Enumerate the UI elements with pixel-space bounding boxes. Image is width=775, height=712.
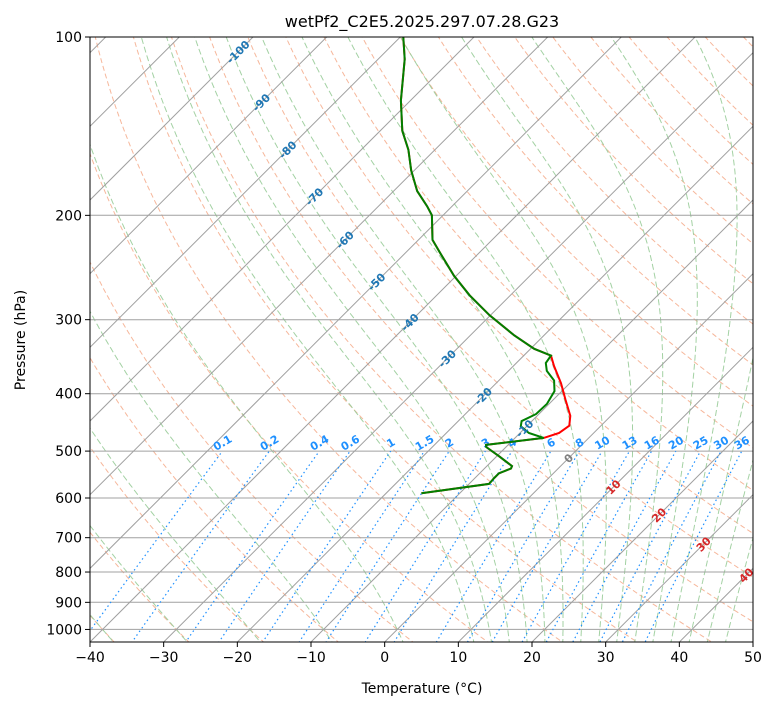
- isotherm-line: [0, 10, 280, 654]
- moist-adiabat-line: [687, 37, 775, 654]
- dry-adiabat-line: [52, 10, 504, 654]
- y-tick-label: 100: [55, 30, 82, 46]
- dry-adiabat-line: [126, 10, 655, 654]
- moist-adiabat-line: [167, 37, 494, 654]
- mixing-ratio-label: 3: [479, 436, 492, 451]
- x-tick-label: 50: [744, 650, 762, 666]
- y-tick-label: 900: [55, 595, 82, 611]
- mixing-ratio-label: 36: [732, 433, 752, 452]
- isotherm-line: [373, 10, 775, 654]
- y-tick-label: 600: [55, 491, 82, 507]
- y-tick-label: 200: [55, 208, 82, 224]
- mixing-ratio-label: 20: [666, 433, 686, 452]
- y-tick-label: 1000: [46, 622, 82, 638]
- isotherm-line: [741, 10, 775, 654]
- dry-adiabat-line: [570, 10, 775, 654]
- axes-frame: [90, 37, 753, 642]
- x-tick-label: −30: [149, 650, 179, 666]
- y-tick-label: 400: [55, 387, 82, 403]
- x-tick-label: −20: [223, 650, 253, 666]
- mixing-ratio-label: 13: [620, 434, 640, 453]
- mixing-ratio-line: [461, 451, 580, 654]
- isotherm-line: [0, 10, 206, 654]
- x-tick-label: −10: [296, 650, 326, 666]
- dry-adiabat-line: [89, 10, 580, 654]
- dry-adiabat-line: [348, 10, 775, 654]
- y-tick-label: 300: [55, 313, 82, 329]
- isotherm-line: [152, 10, 775, 654]
- moist-adiabat-line: [0, 37, 270, 654]
- dry-adiabat-line: [718, 10, 775, 654]
- mixing-ratio-label: 16: [642, 433, 662, 452]
- isotherm-line: [78, 10, 722, 654]
- isotherm-line: [667, 10, 775, 654]
- mixing-ratio-label: 0.1: [211, 433, 234, 454]
- isotherm-label: -80: [276, 138, 299, 161]
- isotherm-line: [0, 10, 59, 654]
- mixing-ratio-line: [73, 451, 222, 654]
- mixing-ratio-label: 1: [384, 436, 397, 451]
- x-tick-label: −40: [75, 650, 105, 666]
- y-axis-label: Pressure (hPa): [13, 290, 29, 390]
- isotherm-label: -100: [224, 38, 253, 67]
- dry-adiabat-line: [607, 10, 775, 654]
- x-tick-label: 30: [597, 650, 615, 666]
- isotherm-line: [225, 10, 775, 654]
- mixing-ratio-line: [255, 451, 391, 654]
- y-tick-label: 700: [55, 531, 82, 547]
- moist-adiabat-line: [611, 37, 697, 654]
- y-tick-label: 800: [55, 565, 82, 581]
- mixing-ratio-label: 10: [593, 433, 613, 452]
- mixing-ratio-line: [292, 451, 425, 654]
- x-tick-label: 10: [449, 650, 467, 666]
- moist-adiabat-line: [532, 37, 663, 654]
- dry-adiabat-line: [0, 10, 277, 654]
- mixing-ratio-label: 25: [691, 434, 711, 453]
- mixing-ratio-label: 0.4: [308, 432, 332, 453]
- moist-adiabat-line: [401, 37, 607, 654]
- x-axis-label: Temperature (°C): [361, 681, 483, 697]
- mixing-ratio-label: 2: [443, 436, 456, 451]
- mixing-ratio-line: [178, 451, 320, 654]
- isotherm-line: [520, 10, 775, 654]
- moist-adiabat-line: [723, 37, 775, 654]
- chart-title: wetPf2_C2E5.2025.297.07.28.G23: [285, 12, 559, 32]
- mixing-ratio-line: [540, 451, 652, 654]
- isotherm-label: 20: [649, 505, 669, 525]
- mixing-ratio-line: [639, 451, 741, 654]
- axes: −40 −30 −20 −10 0 10 20 30 40 50 100 200 300 400 500 60…: [46, 30, 762, 666]
- mixing-ratio-line: [124, 451, 270, 654]
- moist-adiabat-line: [0, 37, 198, 654]
- x-tick-label: 0: [380, 650, 389, 666]
- isotherm-line: [299, 10, 775, 654]
- moist-adiabat-line: [705, 37, 775, 654]
- y-tick-label: 500: [55, 444, 82, 460]
- mixing-ratio-label: 0.6: [339, 432, 363, 453]
- x-tick-label: 20: [523, 650, 541, 666]
- mixing-ratio-line: [319, 451, 450, 654]
- x-tick-label: 40: [670, 650, 688, 666]
- dry-adiabat-line: [0, 10, 353, 654]
- isotherm-line: [446, 10, 775, 654]
- mixing-ratio-line: [387, 451, 512, 654]
- moist-adiabat-line: [262, 37, 546, 654]
- dry-adiabat-line: [15, 10, 428, 654]
- isotherm-line: [0, 10, 354, 654]
- mixing-ratio-label: 30: [711, 433, 731, 452]
- dry-adiabat-line: [755, 10, 775, 654]
- mixing-ratio-label: 0.2: [258, 433, 281, 454]
- moist-adiabat-line: [141, 37, 476, 654]
